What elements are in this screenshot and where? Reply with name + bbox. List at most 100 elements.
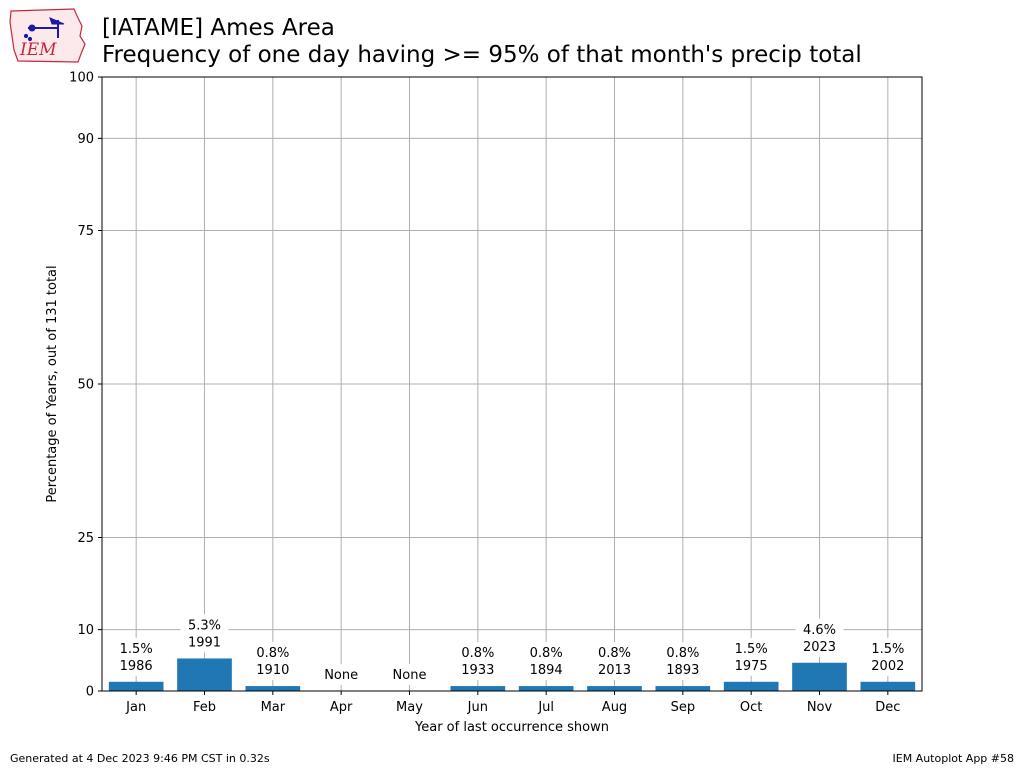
- data-label-line: 2023: [803, 640, 836, 655]
- data-label-background: [112, 637, 161, 676]
- y-tick-label: 0: [86, 685, 94, 700]
- data-label-background: [727, 637, 776, 676]
- data-label-background: [863, 637, 912, 676]
- app-identifier: IEM Autoplot App #58: [892, 752, 1015, 765]
- data-label-background: [180, 614, 229, 653]
- axis-ticks: 0 10 25 50 75 90 100 Jan Feb Mar Apr May Jun Jul Aug Se…: [69, 71, 900, 716]
- data-label-background: [522, 642, 571, 681]
- y-axis-label: Percentage of Years, out of 131 total: [45, 265, 60, 502]
- data-label-line: 0.8%: [461, 646, 494, 661]
- x-tick-label-feb: Feb: [193, 700, 216, 715]
- bar-feb: [177, 658, 232, 691]
- chart-title-line2: Frequency of one day having >= 95% of th…: [102, 42, 862, 68]
- data-label-text: 0.8% 1894: [530, 646, 563, 678]
- x-tick-label-jan: Jan: [125, 700, 146, 715]
- x-tick-label-dec: Dec: [875, 700, 900, 715]
- bar-sep: [655, 686, 711, 691]
- data-label-line: 1894: [530, 663, 563, 678]
- data-label-background: [795, 618, 844, 657]
- chart-title-line1: [IATAME] Ames Area: [102, 15, 335, 41]
- data-label-text: None: [393, 668, 427, 683]
- x-tick-label-apr: Apr: [330, 700, 353, 715]
- data-label-line: 0.8%: [530, 646, 563, 661]
- x-tick-label-nov: Nov: [807, 700, 833, 715]
- data-label-text: 1.5% 1975: [735, 642, 768, 674]
- logo-text: IEM: [19, 40, 57, 60]
- data-label-line: 1.5%: [120, 642, 153, 657]
- data-label-jul: 0.8% 1894: [522, 642, 571, 681]
- data-label-nov: 4.6% 2023: [795, 618, 844, 657]
- data-label-apr: None: [317, 664, 366, 685]
- x-tick-label-oct: Oct: [740, 700, 762, 715]
- iowa-state-outline-icon: [9, 8, 86, 63]
- y-tick-label: 50: [77, 378, 94, 393]
- data-label-jan: 1.5% 1986: [112, 637, 161, 676]
- data-label-text: 5.3% 1991: [188, 618, 221, 650]
- data-label-aug: 0.8% 2013: [590, 642, 639, 681]
- data-label-sep: 0.8% 1893: [658, 642, 707, 681]
- data-label-text: 4.6% 2023: [803, 623, 836, 655]
- bars: [108, 658, 916, 691]
- data-label-line: 1.5%: [735, 642, 768, 657]
- data-label-line: 1933: [461, 663, 494, 678]
- data-label-feb: 5.3% 1991: [180, 614, 229, 653]
- data-label-line: None: [324, 668, 358, 683]
- data-label-text: 0.8% 1910: [256, 646, 289, 678]
- data-label-may: None: [385, 664, 434, 685]
- data-labels: 1.5% 1986 5.3% 1991 0.8% 1910 None None 0.8% 1933…: [112, 614, 912, 685]
- data-label-line: 1975: [735, 659, 768, 674]
- data-label-background: [453, 642, 502, 681]
- data-label-line: 0.8%: [598, 646, 631, 661]
- weather-station-icon: [23, 17, 65, 42]
- data-label-jun: 0.8% 1933: [453, 642, 502, 681]
- data-label-text: 0.8% 2013: [598, 646, 631, 678]
- bar-mar: [245, 686, 301, 691]
- x-axis-label: Year of last occurrence shown: [414, 720, 609, 735]
- data-label-text: 0.8% 1933: [461, 646, 494, 678]
- x-tick-label-sep: Sep: [671, 700, 696, 715]
- bar-jun: [450, 686, 506, 691]
- y-tick-label: 10: [77, 623, 94, 638]
- y-tick-label: 25: [77, 531, 94, 546]
- y-tick-label: 100: [69, 71, 94, 86]
- y-tick-label: 75: [77, 224, 94, 239]
- data-label-background: [317, 664, 366, 685]
- data-label-background: [385, 664, 434, 685]
- grid-lines: [102, 76, 922, 692]
- data-label-mar: 0.8% 1910: [248, 642, 297, 681]
- data-label-line: 1986: [120, 659, 153, 674]
- data-label-text: 1.5% 2002: [871, 642, 904, 674]
- bar-oct: [723, 681, 779, 691]
- data-label-line: None: [393, 668, 427, 683]
- iem-logo: IEM: [9, 8, 86, 63]
- data-label-line: 2013: [598, 663, 631, 678]
- data-label-line: 0.8%: [666, 646, 699, 661]
- x-tick-label-may: May: [396, 700, 423, 715]
- x-tick-label-mar: Mar: [261, 700, 286, 715]
- data-label-dec: 1.5% 2002: [863, 637, 912, 676]
- data-label-text: 0.8% 1893: [666, 646, 699, 678]
- data-label-background: [658, 642, 707, 681]
- data-label-line: 1910: [256, 663, 289, 678]
- data-label-oct: 1.5% 1975: [727, 637, 776, 676]
- bar-jul: [518, 686, 574, 691]
- data-label-line: 4.6%: [803, 623, 836, 638]
- data-label-background: [590, 642, 639, 681]
- bar-dec: [860, 681, 916, 691]
- generated-timestamp: Generated at 4 Dec 2023 9:46 PM CST in 0…: [10, 752, 270, 765]
- bar-jan: [108, 681, 164, 691]
- x-tick-label-aug: Aug: [602, 700, 627, 715]
- y-tick-label: 90: [77, 132, 94, 147]
- data-label-line: 1991: [188, 635, 221, 650]
- bar-nov: [792, 662, 847, 691]
- data-label-text: None: [324, 668, 358, 683]
- data-label-background: [248, 642, 297, 681]
- data-label-text: 1.5% 1986: [120, 642, 153, 674]
- data-label-line: 2002: [871, 659, 904, 674]
- data-label-line: 1893: [666, 663, 699, 678]
- data-label-line: 1.5%: [871, 642, 904, 657]
- data-label-line: 5.3%: [188, 618, 221, 633]
- x-tick-label-jun: Jun: [467, 700, 488, 715]
- x-tick-label-jul: Jul: [537, 700, 554, 715]
